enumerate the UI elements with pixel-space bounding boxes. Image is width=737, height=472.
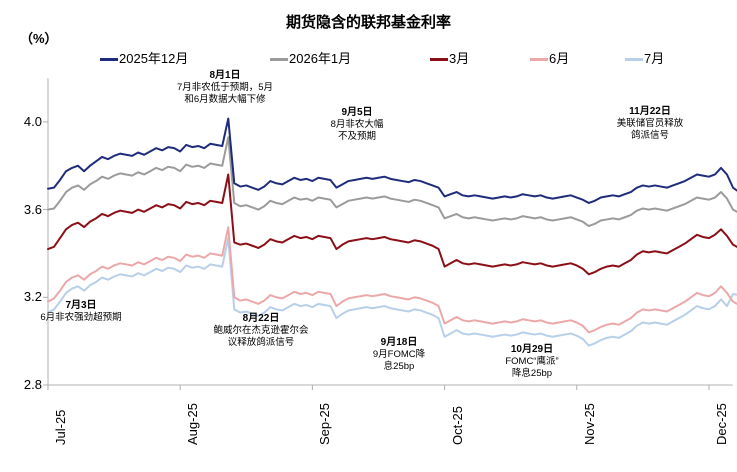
y-tick-label: 4.0 [23,113,42,129]
legend-item-4[interactable]: 6月 [530,50,569,68]
chart-title: 期货隐含的联邦基金利率 [285,14,451,31]
series-line-3 [47,173,737,276]
annotation-date: 9月18日 [380,337,418,348]
annotation-date: 8月22日 [242,313,280,324]
ann-nov22: 11月22日 美联储官员释放 鸽派信号 [560,106,737,142]
legend-swatch-icon [100,57,118,61]
y-tick-label: 3.2 [23,289,42,305]
legend-swatch-icon [625,57,643,61]
series-line-1 [47,117,737,204]
annotation-date: 7月3日 [65,300,97,311]
ann-sep18: 9月18日 9月FOMC降 息25bp [309,337,489,373]
legend-item-label: 3月 [449,51,470,66]
annotation-text-line: 鸽派信号 [630,130,669,141]
legend-item-label: 2026年1月 [289,51,352,66]
plot-box-border [48,77,734,385]
ann-aug22: 8月22日 鲍威尔在杰克逊霍尔会 议释放鸽派信号 [171,313,351,349]
y-axis-unit-label: （%） [20,31,58,46]
legend-item-label: 7月 [644,51,665,66]
x-tick-label: Sep-25 [317,403,333,445]
legend-item-label: 2025年12月 [119,51,189,66]
y-tick-label: 2.8 [23,377,42,392]
legend-item-5[interactable]: 7月 [625,50,664,68]
chart-legend: 2025年12月 2026年1月 3月 6月 7月 [100,50,720,68]
x-tick-label: Nov-25 [581,403,597,445]
annotation-text-line: 9月FOMC降 [372,349,426,360]
annotation-text-line: FOMC“鹰派” [505,356,559,367]
ann-oct29: 10月29日 FOMC“鹰派” 降息25bp [442,344,622,380]
series-line-5 [47,237,737,347]
annotation-text-line: 降息25bp [511,368,553,379]
legend-item-3[interactable]: 3月 [430,50,469,68]
x-tick-label: Oct-25 [449,405,465,445]
legend-swatch-icon [430,57,448,61]
annotation-text-line: 不及预期 [337,131,376,142]
ann-jul3: 7月3日 6月非农强劲超预期 [0,300,171,324]
series-line-2 [47,136,737,228]
x-tick-label: Dec-25 [713,403,729,445]
x-tick-label: Aug-25 [185,403,201,445]
annotation-text-line: 息25bp [383,361,415,372]
x-tick-label: Jul-25 [53,409,68,445]
legend-swatch-icon [530,57,548,61]
annotation-date: 10月29日 [510,344,554,355]
y-tick-label: 3.6 [23,201,42,217]
annotation-text-line: 鲍威尔在杰克逊霍尔会 [213,325,309,336]
legend-item-label: 6月 [549,51,570,66]
annotation-text-line: 8月非农大幅 [330,119,384,130]
annotation-text-line: 美联储官员释放 [616,118,684,129]
annotation-date: 8月1日 [209,70,241,81]
annotation-text-line: 7月非农低于预期，5月 [176,82,274,93]
legend-item-1[interactable]: 2025年12月 [100,50,188,68]
annotation-text-line: 6月非农强劲超预期 [40,312,122,323]
legend-swatch-icon [270,57,288,61]
ann-aug1: 8月1日 7月非农低于预期，5月 和6月数据大幅下修 [135,70,315,106]
annotation-text-line: 和6月数据大幅下修 [184,94,266,105]
ann-sep5: 9月5日 8月非农大幅 不及预期 [267,107,447,143]
annotation-date: 9月5日 [341,107,373,118]
series-line-4 [47,226,737,334]
legend-item-2[interactable]: 2026年1月 [270,50,351,68]
annotation-date: 11月22日 [629,106,671,117]
annotation-text-line: 议释放鸽派信号 [227,337,295,348]
